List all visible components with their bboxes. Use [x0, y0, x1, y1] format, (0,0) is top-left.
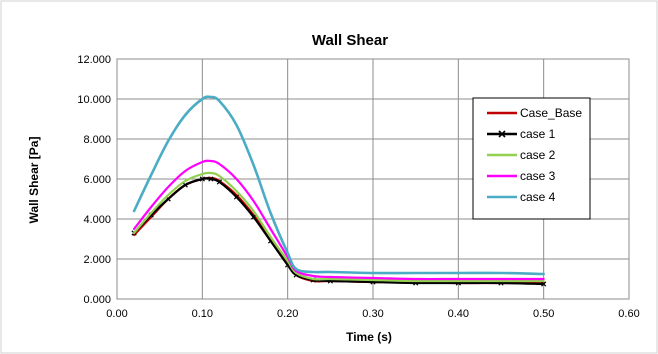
series-2-point	[182, 182, 188, 188]
series-1-point	[133, 234, 135, 236]
series-lines	[131, 95, 547, 287]
x-tick-label: 0.60	[618, 308, 639, 320]
x-tick-label: 0.10	[192, 308, 213, 320]
series-3-point	[252, 210, 255, 212]
series-4-point	[372, 277, 374, 279]
series-3-point	[270, 236, 272, 238]
chart-title: Wall Shear	[312, 32, 388, 49]
series-5-point	[543, 273, 545, 275]
x-tick-label: 0.30	[362, 308, 383, 320]
series-2-point	[250, 214, 257, 220]
series-5-point	[287, 252, 289, 254]
series-3-point	[235, 190, 238, 192]
series-3-point	[287, 260, 289, 262]
series-2-point	[216, 179, 223, 185]
series-4-point	[270, 228, 272, 230]
series-3-point	[312, 278, 314, 280]
series-3-point	[372, 279, 374, 281]
series-4-point	[500, 278, 502, 280]
y-tick-label: 6.000	[83, 174, 111, 186]
legend-box	[472, 97, 591, 220]
x-tick-label: 0.00	[106, 308, 127, 320]
y-axis-label: Wall Shear [Pa]	[27, 137, 41, 224]
series-4-point	[133, 228, 135, 230]
series-5-point	[270, 212, 272, 214]
series-4-point	[184, 170, 186, 172]
series-3-point	[150, 212, 152, 214]
x-tick-label: 0.20	[277, 308, 298, 320]
series-3-point	[415, 280, 417, 282]
series-3-point	[500, 280, 502, 282]
series-3-point	[329, 278, 331, 280]
series-5-point	[500, 272, 502, 274]
legend-marker-2	[498, 130, 506, 138]
series-5-point	[252, 164, 255, 166]
series-3-point	[295, 272, 297, 274]
series-5-point	[235, 124, 238, 126]
series-4-point	[457, 278, 459, 280]
series-5-point	[312, 271, 314, 273]
y-tick-label: 10.000	[77, 94, 111, 106]
y-tick-label: 2.000	[83, 254, 111, 266]
series-5-point	[372, 272, 374, 274]
series-4-point	[252, 200, 255, 202]
series-5-point	[133, 210, 135, 212]
series-5-point	[329, 271, 331, 273]
series-5-point	[415, 272, 417, 274]
x-axis-label: Time (s)	[346, 330, 392, 344]
series-5-point	[184, 114, 186, 116]
y-tick-label: 4.000	[83, 214, 111, 226]
series-2-point	[541, 281, 547, 287]
legend-label-3: case 2	[520, 148, 556, 162]
series-5-point	[457, 272, 459, 274]
series-3-point	[133, 232, 135, 234]
x-tick-label: 0.40	[448, 308, 469, 320]
x-tick-label: 0.50	[533, 308, 554, 320]
series-2-point	[233, 194, 240, 200]
series-3-point	[201, 173, 203, 175]
series-5-point	[295, 268, 297, 270]
series-5-point	[218, 100, 220, 102]
series-4-point	[312, 275, 314, 277]
series-4-point	[543, 278, 545, 280]
series-4-point	[329, 276, 331, 278]
series-3-point	[184, 180, 186, 182]
series-3-point	[218, 175, 220, 177]
series-3-point	[210, 172, 212, 174]
y-tick-label: 8.000	[83, 134, 111, 146]
series-5-point	[150, 174, 152, 176]
series-5-point	[167, 140, 169, 142]
series-4-point	[415, 278, 417, 280]
series-5-point	[201, 98, 203, 100]
series-2-point	[199, 176, 205, 182]
series-4-point	[235, 178, 238, 180]
series-5-point	[210, 96, 212, 98]
series-4-point	[167, 186, 169, 188]
series-4-point	[210, 160, 212, 162]
legend-label-4: case 3	[520, 169, 556, 183]
y-tick-label: 12.000	[77, 54, 111, 66]
series-4-point	[218, 163, 220, 165]
legend-label-5: case 4	[520, 190, 556, 204]
tick-labels: 0.00 0.10 0.20 0.30 0.40 0.50 0.60 0.000 2.000 4.…	[77, 54, 639, 320]
series-4-point	[201, 161, 203, 163]
series-3-point	[167, 194, 169, 196]
legend-label-1: Case_Base	[520, 106, 582, 120]
series-3-point	[543, 280, 545, 282]
y-tick-label: 0.000	[83, 294, 111, 306]
legend-label-2: case 1	[520, 127, 556, 141]
series-2-point	[208, 176, 214, 182]
series-3-point	[457, 280, 459, 282]
series-4-point	[150, 206, 152, 208]
